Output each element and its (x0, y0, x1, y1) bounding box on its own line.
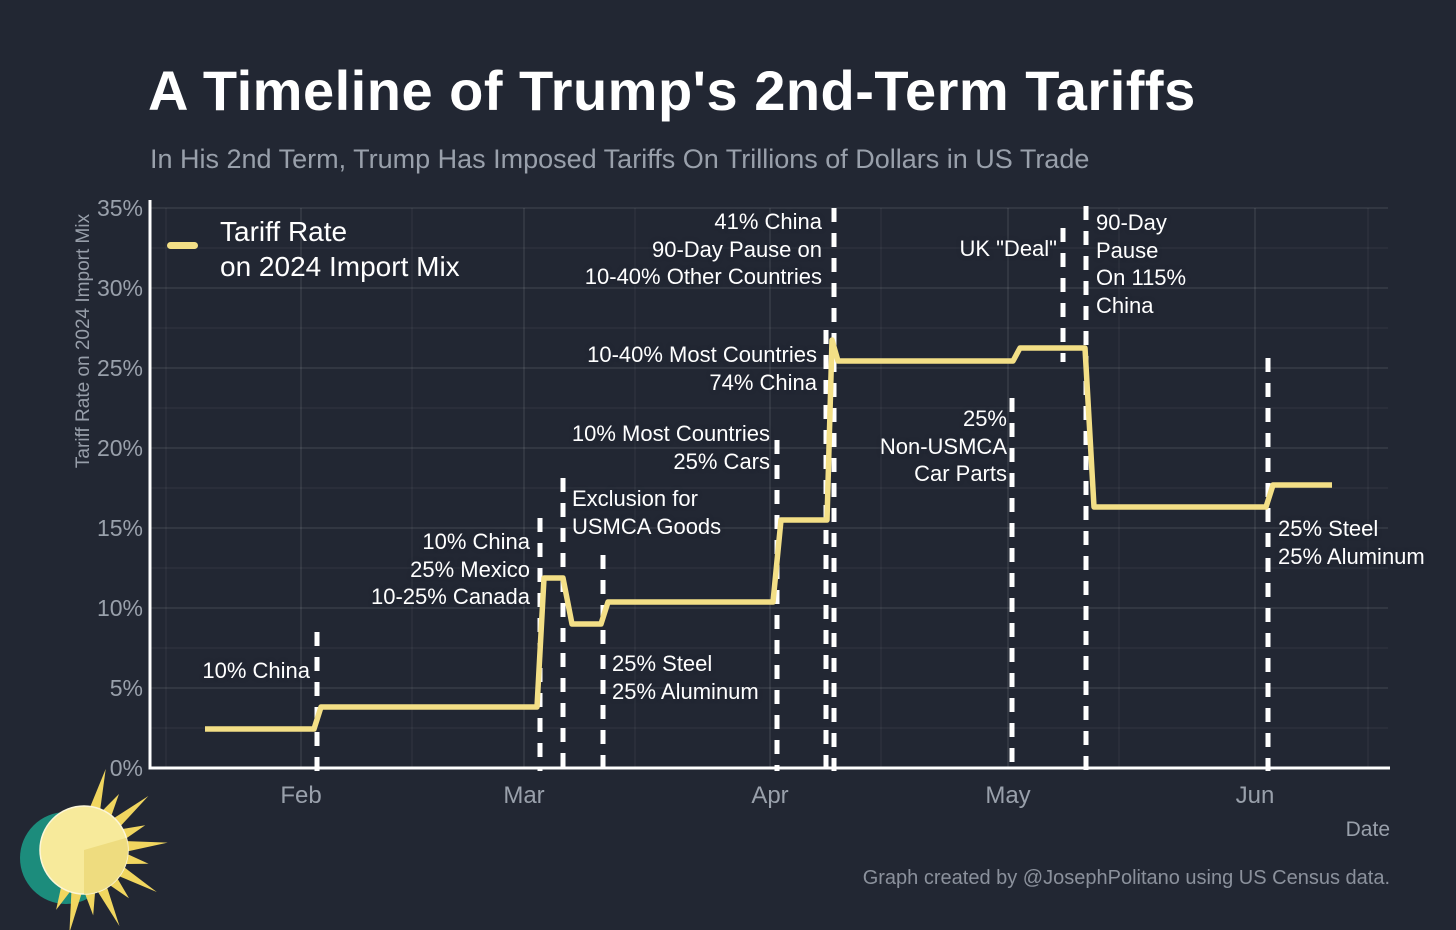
annotation-apr-liberation: 10% Most Countries 25% Cars (572, 420, 770, 475)
annotation-line: 10% Most Countries (571, 421, 770, 446)
y-tick-5: 5% (109, 675, 143, 701)
annotation-line: 25% Mexico (410, 556, 530, 582)
annotation-mar-metals: 25% Steel 25% Aluminum (612, 650, 759, 705)
event-dashed-lines (314, 206, 1271, 771)
legend-swatch (167, 242, 198, 249)
legend: Tariff Rate on 2024 Import Mix (220, 214, 460, 284)
annotation-may-carparts: 25% Non-USMCA Car Parts (880, 405, 1007, 488)
annotation-line: USMCA Goods (572, 513, 722, 539)
annotation-line: 10% China (202, 658, 310, 683)
y-tick-25: 25% (96, 355, 143, 381)
annotation-feb-china: 10% China (202, 657, 310, 685)
annotation-china-pause: 90-Day Pause On 115% China (1096, 209, 1186, 319)
annotation-line: 25% Cars (673, 448, 770, 474)
legend-label-line1: Tariff Rate (220, 216, 348, 247)
annotation-line: 90-Day (1096, 210, 1167, 235)
annotation-apr-pause: 41% China 90-Day Pause on 10-40% Other C… (585, 208, 822, 291)
y-tick-0: 0% (109, 755, 143, 781)
annotation-line: 90-Day Pause on (652, 236, 822, 262)
annotation-line: UK "Deal" (959, 236, 1057, 261)
annotation-line: 10% China (422, 529, 530, 554)
x-tick-may: May (985, 782, 1031, 809)
x-tick-feb: Feb (280, 782, 322, 809)
x-tick-mar: Mar (503, 782, 545, 809)
annotation-line: 25% Aluminum (1278, 543, 1425, 569)
annotation-line: 25% (962, 406, 1007, 431)
gridlines (150, 207, 1388, 768)
annotation-jun-metals: 25% Steel 25% Aluminum (1278, 515, 1425, 570)
annotation-line: 74% China (709, 369, 817, 395)
axis-spines (148, 200, 1390, 770)
y-tick-10: 10% (96, 595, 143, 621)
y-tick-30: 30% (96, 275, 143, 301)
annotation-usmca-exclusion: Exclusion for USMCA Goods (572, 485, 721, 540)
x-axis-title: Date (1345, 818, 1390, 841)
annotation-line: Exclusion for (572, 486, 698, 511)
y-tick-15: 15% (96, 515, 143, 541)
annotation-line: China (1096, 292, 1154, 318)
annotation-line: Car Parts (914, 461, 1007, 486)
credit-text: Graph created by @JosephPolitano using U… (862, 867, 1390, 889)
y-tick-20: 20% (96, 435, 143, 461)
x-tick-apr: Apr (751, 782, 789, 809)
sun-logo (20, 768, 168, 930)
legend-label-line2: on 2024 Import Mix (220, 251, 460, 282)
annotation-line: 25% Steel (1278, 516, 1379, 541)
page-subtitle: In His 2nd Term, Trump Has Imposed Tarif… (150, 144, 1090, 174)
annotation-line: Non-USMCA (879, 433, 1007, 459)
annotation-line: Pause (1096, 237, 1159, 263)
annotation-line: 10-40% Most Countries (587, 342, 817, 367)
y-tick-35: 35% (96, 195, 143, 221)
annotation-line: 41% China (714, 209, 822, 234)
x-tick-jun: Jun (1235, 782, 1275, 809)
annotation-line: 10-25% Canada (370, 584, 530, 609)
annotation-uk-deal: UK "Deal" (959, 235, 1057, 263)
annotation-line: 25% Steel (612, 651, 713, 676)
annotation-apr-most: 10-40% Most Countries 74% China (587, 341, 817, 396)
annotation-line: 25% Aluminum (612, 678, 759, 704)
annotation-line: On 115% (1096, 265, 1187, 290)
tariff-rate-line (205, 337, 1332, 732)
page-title: A Timeline of Trump's 2nd-Term Tariffs (148, 59, 1196, 122)
annotation-line: 10-40% Other Countries (584, 264, 822, 289)
annotation-mar-trio: 10% China 25% Mexico 10-25% Canada (371, 528, 530, 611)
